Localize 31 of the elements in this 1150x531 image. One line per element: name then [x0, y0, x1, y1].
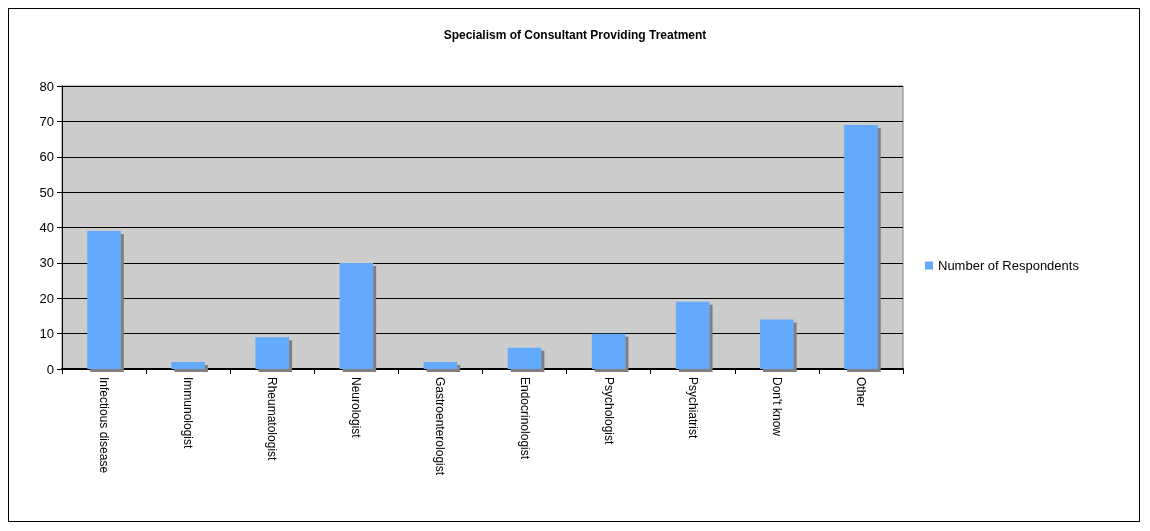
y-tick-label: 30	[39, 255, 54, 271]
x-tick-label: Endocrinologist	[517, 377, 532, 460]
legend-label: Number of Respondents	[938, 258, 1080, 273]
bar	[339, 262, 374, 369]
x-tick-label: Rheumatologist	[265, 377, 280, 462]
bar	[591, 333, 626, 369]
bar	[760, 319, 794, 369]
x-tick-label: Other	[853, 377, 868, 408]
x-tick-label: Don't know	[769, 377, 784, 437]
x-tick-label: Immunologist	[181, 377, 196, 450]
bar	[171, 361, 205, 369]
y-tick-label: 70	[39, 113, 54, 129]
y-tick-label: 40	[39, 220, 54, 235]
chart-title: Specialism of Consultant Providing Treatment	[443, 28, 707, 42]
y-tick-label: 60	[39, 149, 54, 165]
y-tick-label: 0	[46, 361, 54, 377]
x-tick-label: Neurologist	[349, 377, 364, 439]
x-tick-label: Infectious disease	[97, 377, 112, 474]
y-tick-label: 20	[39, 290, 54, 306]
bar	[423, 361, 458, 369]
bar	[844, 124, 878, 369]
bar	[87, 231, 121, 369]
bar	[507, 347, 542, 369]
x-tick-label: Gastroenterologist	[433, 377, 448, 476]
y-tick-label: 50	[39, 184, 54, 200]
x-tick-label: Psychiatrist	[685, 377, 700, 440]
bar	[255, 337, 290, 369]
x-tick-label: Psychologist	[601, 377, 616, 446]
y-tick-label: 10	[39, 326, 54, 342]
bar	[675, 301, 710, 369]
y-tick-label: 80	[39, 78, 54, 94]
